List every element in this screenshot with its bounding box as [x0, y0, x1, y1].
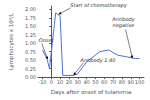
svg-text:Antibody 1:40: Antibody 1:40 [79, 57, 115, 64]
svg-text:-10: -10 [38, 79, 46, 85]
svg-text:30: 30 [75, 79, 81, 85]
svg-text:20: 20 [66, 79, 72, 85]
svg-text:0.00: 0.00 [25, 74, 36, 80]
svg-text:2.00: 2.00 [25, 6, 36, 12]
svg-text:Onset: Onset [39, 37, 55, 43]
svg-text:0: 0 [50, 79, 53, 85]
svg-text:40: 40 [83, 79, 89, 85]
svg-text:70: 70 [110, 79, 116, 85]
svg-text:80: 80 [119, 79, 125, 85]
svg-text:Days after onset of tularemia: Days after onset of tularemia [51, 89, 132, 96]
svg-text:50: 50 [92, 79, 98, 85]
svg-text:negative: negative [113, 22, 135, 29]
svg-text:90: 90 [128, 79, 134, 85]
svg-text:Lymphocytes x 10³/L: Lymphocytes x 10³/L [8, 12, 15, 70]
svg-text:10: 10 [57, 79, 63, 85]
svg-text:0.50: 0.50 [25, 57, 36, 63]
svg-text:0.75: 0.75 [25, 49, 36, 55]
svg-text:1.50: 1.50 [25, 23, 36, 29]
svg-text:Start of chemotherapy: Start of chemotherapy [70, 2, 128, 9]
svg-text:0.25: 0.25 [25, 66, 36, 72]
svg-text:100: 100 [135, 79, 145, 85]
svg-text:Antibody: Antibody [112, 16, 135, 23]
svg-text:60: 60 [101, 79, 107, 85]
svg-text:1.25: 1.25 [25, 32, 36, 38]
svg-text:1.00: 1.00 [25, 40, 36, 46]
svg-text:1.75: 1.75 [25, 15, 36, 21]
